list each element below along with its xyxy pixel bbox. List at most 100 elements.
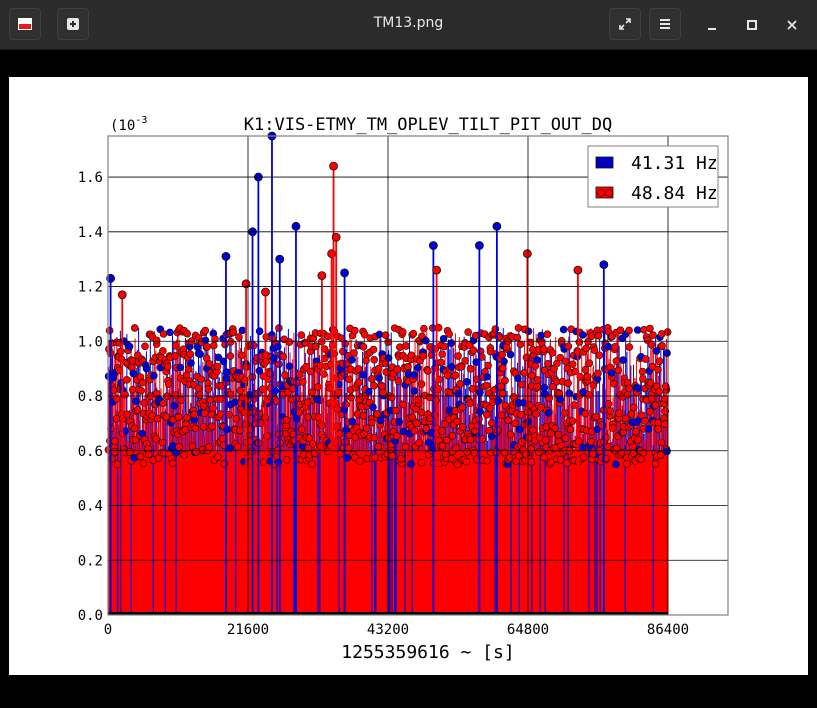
marker xyxy=(633,435,642,444)
marker xyxy=(397,454,405,463)
marker xyxy=(568,417,577,425)
marker xyxy=(348,356,356,364)
marker xyxy=(535,448,543,456)
marker xyxy=(364,387,373,396)
marker xyxy=(655,357,664,365)
marker xyxy=(440,342,448,351)
marker xyxy=(180,451,188,459)
marker xyxy=(579,443,587,452)
marker xyxy=(551,424,560,432)
marker xyxy=(211,335,219,343)
marker xyxy=(183,329,191,338)
marker xyxy=(611,460,620,469)
marker xyxy=(594,369,602,378)
fullscreen-icon[interactable] xyxy=(609,8,641,40)
legend-marker xyxy=(597,159,605,167)
marker xyxy=(651,459,660,468)
marker xyxy=(517,411,525,419)
marker xyxy=(423,367,432,375)
marker xyxy=(355,457,364,465)
marker xyxy=(537,338,546,347)
marker xyxy=(616,326,625,335)
marker xyxy=(452,444,460,452)
marker xyxy=(463,447,471,456)
marker xyxy=(615,409,623,417)
marker xyxy=(453,460,462,469)
marker xyxy=(194,384,203,393)
peak-marker xyxy=(522,249,532,259)
marker xyxy=(647,394,656,403)
marker xyxy=(579,453,588,461)
marker xyxy=(575,437,583,446)
marker xyxy=(417,380,426,388)
menu-icon[interactable] xyxy=(649,8,681,40)
marker xyxy=(369,403,377,412)
marker xyxy=(456,380,464,388)
marker xyxy=(564,379,572,387)
marker xyxy=(556,395,565,404)
marker xyxy=(130,424,139,433)
marker xyxy=(201,326,210,335)
peak-marker xyxy=(340,268,349,278)
maximize-icon[interactable] xyxy=(741,14,763,36)
marker xyxy=(208,422,216,431)
marker xyxy=(313,383,322,391)
marker xyxy=(381,331,390,340)
marker xyxy=(646,407,654,416)
marker xyxy=(374,364,383,373)
marker xyxy=(632,427,640,436)
marker xyxy=(581,409,590,418)
marker xyxy=(159,330,168,338)
marker xyxy=(441,450,450,458)
legend: 41.31 Hz 48.84 Hz xyxy=(587,145,719,208)
marker xyxy=(375,330,384,339)
marker xyxy=(168,459,177,468)
image-viewport[interactable]: (10-3 K1:VIS-ETMY_TM_OPLEV_TILT_PIT_OUT_… xyxy=(0,50,817,708)
marker xyxy=(394,377,403,385)
app-image-icon[interactable] xyxy=(9,8,41,40)
x-tick-label: 43200 xyxy=(367,622,409,638)
marker xyxy=(575,338,584,346)
peak-marker xyxy=(599,260,609,270)
marker xyxy=(123,410,131,419)
marker xyxy=(302,363,310,371)
marker xyxy=(216,410,225,418)
marker xyxy=(532,409,540,418)
marker xyxy=(175,443,183,451)
marker xyxy=(153,414,162,423)
marker xyxy=(398,328,407,336)
marker xyxy=(226,390,235,399)
marker xyxy=(658,342,666,350)
marker xyxy=(592,412,600,421)
minimize-icon[interactable] xyxy=(701,14,723,36)
marker xyxy=(141,342,149,351)
marker xyxy=(657,438,666,447)
marker xyxy=(612,444,621,453)
marker xyxy=(513,333,522,342)
marker xyxy=(533,356,541,364)
marker xyxy=(306,367,315,376)
marker xyxy=(226,352,235,360)
marker xyxy=(402,342,410,350)
new-tab-icon[interactable] xyxy=(57,8,89,40)
marker xyxy=(419,352,428,360)
marker xyxy=(587,437,595,446)
marker xyxy=(388,452,396,460)
marker xyxy=(585,359,594,368)
marker xyxy=(623,460,631,468)
marker xyxy=(612,357,621,365)
x-tick-label: 21600 xyxy=(227,622,269,638)
marker xyxy=(410,387,419,395)
y-tick-label: 0.8 xyxy=(78,389,103,405)
marker xyxy=(314,413,323,421)
marker xyxy=(200,409,209,418)
marker xyxy=(486,404,494,412)
marker xyxy=(608,424,617,432)
marker xyxy=(644,425,653,433)
close-icon[interactable] xyxy=(781,14,803,36)
marker xyxy=(351,326,359,335)
marker xyxy=(437,358,445,367)
peak-marker xyxy=(428,241,438,250)
marker xyxy=(458,403,467,412)
y-multiplier-label: (10-3 xyxy=(110,115,147,134)
